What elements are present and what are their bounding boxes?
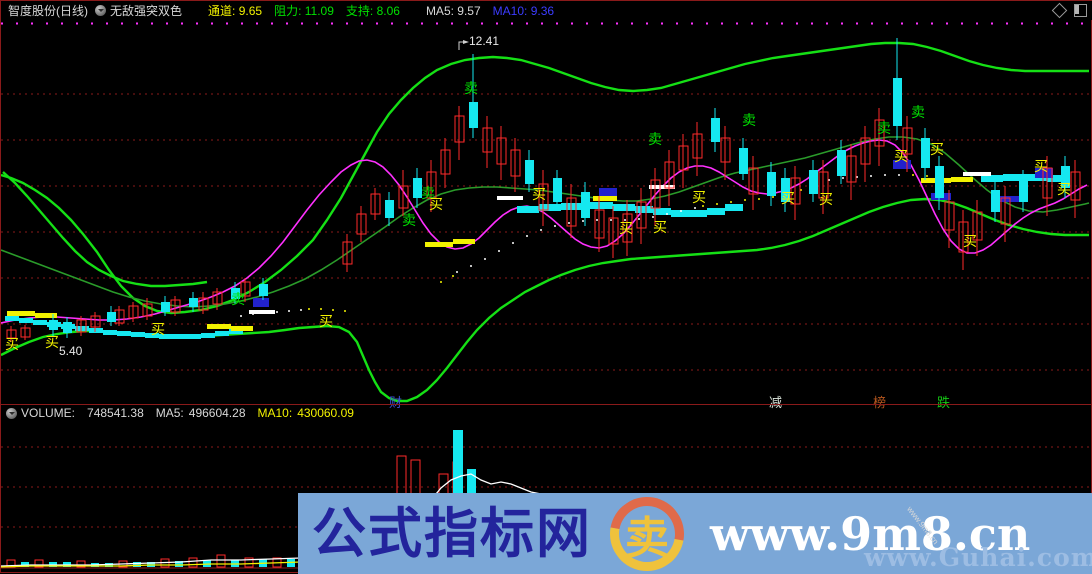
high-price-label: 12.41	[469, 34, 500, 48]
volume-title: VOLUME:	[21, 406, 76, 420]
indicator-ma5-value: 9.57	[457, 3, 481, 18]
svg-text:买: 买	[653, 220, 667, 236]
volume-ma10-value: 430060.09	[297, 406, 354, 420]
watermark-site-name: 公式指标网	[312, 501, 592, 565]
cyan-trend-ribbon	[5, 174, 1067, 339]
svg-text:买: 买	[894, 149, 908, 165]
svg-text:买: 买	[819, 192, 833, 208]
chart-header-bar: 智度股份(日线) 无敌强突双色 通道: 9.65 阻力: 11.09 支持: 8…	[1, 1, 1092, 20]
indicator-support-label: 支持:	[345, 4, 374, 18]
formula-name[interactable]: 无敌强突双色	[110, 4, 183, 18]
svg-text:卖: 卖	[911, 105, 925, 121]
svg-text:卖: 卖	[402, 213, 416, 229]
caret-down-circle-icon[interactable]	[6, 407, 17, 419]
indicator-support: 支持: 8.06	[346, 2, 400, 19]
indicator-resistance: 阻力: 11.09	[274, 2, 334, 19]
stock-title: 智度股份(日线)	[8, 4, 88, 18]
caret-down-circle-icon[interactable]	[95, 5, 106, 16]
indicator-ma10-value: 9.36	[530, 3, 555, 18]
svg-text:买: 买	[1057, 182, 1071, 198]
price-chart-panel[interactable]: 卖 卖 卖 卖 卖 卖 卖 卖 买 买 买 买 买 买 买 买 买 买 买	[1, 20, 1091, 404]
indicator-ma10: MA10: 9.36	[493, 4, 554, 18]
svg-text:买: 买	[1034, 159, 1048, 175]
svg-text:买: 买	[619, 221, 633, 237]
sell-signal-markers: 卖 卖 卖 卖 卖 卖 卖 卖	[231, 81, 925, 308]
svg-text:卖: 卖	[464, 81, 478, 97]
volume-panel-rule	[1, 404, 1091, 405]
svg-text:卖: 卖	[421, 186, 435, 202]
secondary-band-line	[2, 171, 208, 288]
volume-ma5-value: 496604.28	[188, 406, 246, 420]
svg-text:买: 买	[151, 322, 165, 338]
bg-char-bang: 榜	[873, 396, 887, 411]
diamond-icon[interactable]	[1051, 2, 1068, 19]
bg-char-die: 跌	[937, 396, 951, 411]
svg-text:买: 买	[963, 234, 977, 250]
watermark-sub-url: www.Guhai.com.cn	[864, 543, 1092, 572]
indicator-ma5: MA5: 9.57	[426, 4, 481, 18]
indicator-ma5-label: MA5:	[425, 3, 454, 18]
indicator-ma10-label: MA10:	[492, 3, 528, 18]
buy-signal-markers: 买 买 买 买 买 买 买 买 买 买 买 买 买 买 买 买	[5, 142, 1071, 353]
watermark-logo-glyph: 卖	[625, 512, 669, 564]
low-price-label: 5.40	[59, 344, 83, 358]
bg-char-jian: 减	[769, 396, 783, 411]
svg-text:买: 买	[5, 337, 19, 353]
panel-icon[interactable]	[1074, 4, 1087, 17]
svg-text:卖: 卖	[877, 121, 891, 137]
svg-text:买: 买	[532, 187, 546, 203]
white-ribbon-fragments	[249, 172, 991, 314]
volume-ma5-label: MA5:	[155, 406, 184, 420]
high-price-pointer	[458, 40, 469, 50]
bg-char-cai: 财	[389, 396, 403, 411]
site-watermark-banner: 公式指标网 卖 www.9m8.cn www.Guhai.com.cn www.…	[298, 493, 1092, 574]
svg-text:买: 买	[781, 191, 795, 207]
svg-text:卖: 卖	[648, 132, 662, 148]
watermark-url: www.9m8.cn	[710, 506, 1031, 561]
indicator-resistance-value: 11.09	[304, 4, 334, 18]
indicator-channel: 通道: 9.65	[208, 2, 262, 19]
indicator-support-value: 8.06	[376, 4, 400, 18]
price-gridlines	[1, 93, 1089, 371]
indicator-channel-value: 9.65	[238, 4, 263, 18]
svg-text:买: 买	[45, 335, 59, 351]
lower-band-line	[1, 197, 1089, 403]
volume-header-bar: VOLUME: 748541.38 MA5: 496604.28 MA10: 4…	[1, 404, 1091, 422]
svg-text:买: 买	[692, 190, 706, 206]
candlestick-series	[6, 38, 1081, 342]
svg-text:买: 买	[930, 142, 944, 158]
white-dotted-trail	[240, 174, 900, 317]
price-chart-svg: 卖 卖 卖 卖 卖 卖 卖 卖 买 买 买 买 买 买 买 买 买 买 买	[1, 22, 1090, 403]
svg-text:卖: 卖	[231, 292, 245, 308]
svg-text:买: 买	[319, 314, 333, 330]
svg-text:卖: 卖	[742, 113, 756, 129]
window-corner-icons	[1051, 2, 1087, 19]
svg-text:买: 买	[429, 197, 443, 213]
indicator-resistance-label: 阻力:	[274, 4, 302, 18]
indicator-channel-label: 通道:	[208, 4, 236, 18]
volume-value: 748541.38	[87, 406, 144, 420]
watermark-logo: 卖	[595, 493, 699, 574]
volume-ma10-label: MA10:	[257, 406, 293, 420]
